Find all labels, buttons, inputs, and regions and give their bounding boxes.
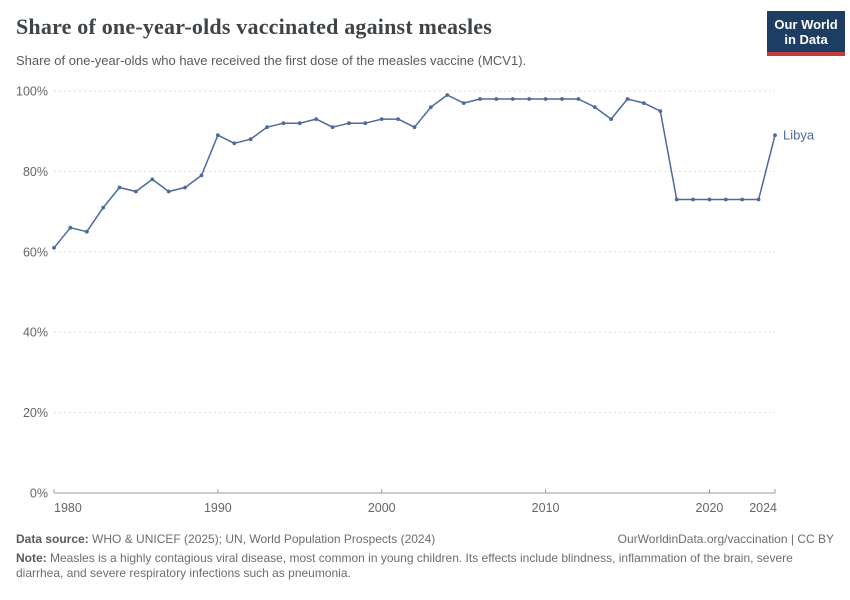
data-point-1985[interactable] xyxy=(134,189,138,194)
data-point-2002[interactable] xyxy=(412,125,417,130)
data-source-text: Data source: WHO & UNICEF (2025); UN, Wo… xyxy=(16,532,436,546)
x-tick-label-1990: 1990 xyxy=(204,501,232,515)
entity-label: Libya xyxy=(783,128,815,143)
data-point-1990[interactable] xyxy=(216,133,220,138)
data-point-1983[interactable] xyxy=(101,205,106,210)
data-point-2011[interactable] xyxy=(560,97,564,101)
data-point-2009[interactable] xyxy=(527,97,532,101)
data-point-2021[interactable] xyxy=(723,197,728,202)
owid-logo-line1: Our World xyxy=(774,17,838,32)
data-point-1989[interactable] xyxy=(199,173,204,178)
data-point-1997[interactable] xyxy=(330,125,335,130)
data-point-2005[interactable] xyxy=(461,101,466,105)
chart-title: Share of one-year-olds vaccinated agains… xyxy=(16,14,493,39)
data-point-2010[interactable] xyxy=(543,97,548,101)
data-point-1996[interactable] xyxy=(314,117,319,121)
data-point-2012[interactable] xyxy=(576,97,581,101)
data-point-2004[interactable] xyxy=(445,93,450,97)
attribution-link[interactable]: OurWorldinData.org/vaccination | CC BY xyxy=(617,532,834,546)
data-point-2023[interactable] xyxy=(756,197,761,202)
note-label: Note: xyxy=(16,551,47,565)
data-point-2007[interactable] xyxy=(494,97,499,101)
footer-sources-row: Data source: WHO & UNICEF (2025); UN, Wo… xyxy=(16,532,834,546)
y-tick-label-0: 0% xyxy=(30,487,48,501)
data-point-1986[interactable] xyxy=(150,177,155,182)
data-point-2018[interactable] xyxy=(674,197,679,202)
data-point-2019[interactable] xyxy=(691,197,695,202)
data-point-1981[interactable] xyxy=(68,225,73,230)
x-tick-label-2024: 2024 xyxy=(749,501,777,515)
data-point-2014[interactable] xyxy=(609,117,613,121)
data-point-2008[interactable] xyxy=(510,97,515,101)
data-point-1998[interactable] xyxy=(347,121,351,126)
line-chart[interactable]: 0% 20% 40% 60% 80% 100% 1980 1990 2000 2010 2020 20… xyxy=(0,70,850,525)
y-tick-label-100: 100% xyxy=(16,85,48,99)
data-point-1982[interactable] xyxy=(84,229,89,234)
x-tick-label-2020: 2020 xyxy=(696,501,724,515)
data-point-2024[interactable] xyxy=(773,133,777,138)
x-tick-label-1980: 1980 xyxy=(54,501,82,515)
data-point-2016[interactable] xyxy=(642,101,646,105)
data-point-1994[interactable] xyxy=(281,121,286,126)
data-point-2000[interactable] xyxy=(379,117,384,121)
data-point-1999[interactable] xyxy=(363,121,368,126)
x-tick-label-2000: 2000 xyxy=(368,501,396,515)
owid-logo-line2: in Data xyxy=(784,32,828,47)
x-tick-label-2010: 2010 xyxy=(532,501,560,515)
data-point-2001[interactable] xyxy=(396,117,400,121)
data-point-1992[interactable] xyxy=(248,137,253,142)
data-point-2022[interactable] xyxy=(740,197,745,202)
data-point-2017[interactable] xyxy=(658,109,663,113)
y-tick-label-20: 20% xyxy=(23,406,48,420)
data-source-label: Data source: xyxy=(16,532,89,546)
data-point-2020[interactable] xyxy=(707,197,712,202)
data-point-1984[interactable] xyxy=(117,185,122,190)
data-point-1993[interactable] xyxy=(265,125,269,130)
data-point-2006[interactable] xyxy=(478,97,482,101)
data-point-2015[interactable] xyxy=(625,97,630,101)
data-point-2013[interactable] xyxy=(592,105,597,109)
y-tick-label-80: 80% xyxy=(23,165,48,179)
data-point-1980[interactable] xyxy=(52,245,56,250)
data-point-1991[interactable] xyxy=(232,141,237,146)
y-tick-label-60: 60% xyxy=(23,245,48,259)
y-tick-label-40: 40% xyxy=(23,326,48,340)
chart-subtitle: Share of one-year-olds who have received… xyxy=(16,53,527,68)
data-point-1987[interactable] xyxy=(166,189,171,194)
data-point-1995[interactable] xyxy=(297,121,302,126)
footer-note: Note: Measles is a highly contagious vir… xyxy=(16,551,793,580)
owid-logo[interactable]: Our World in Data xyxy=(767,11,845,56)
data-point-2003[interactable] xyxy=(429,105,433,109)
data-point-1988[interactable] xyxy=(183,185,188,190)
